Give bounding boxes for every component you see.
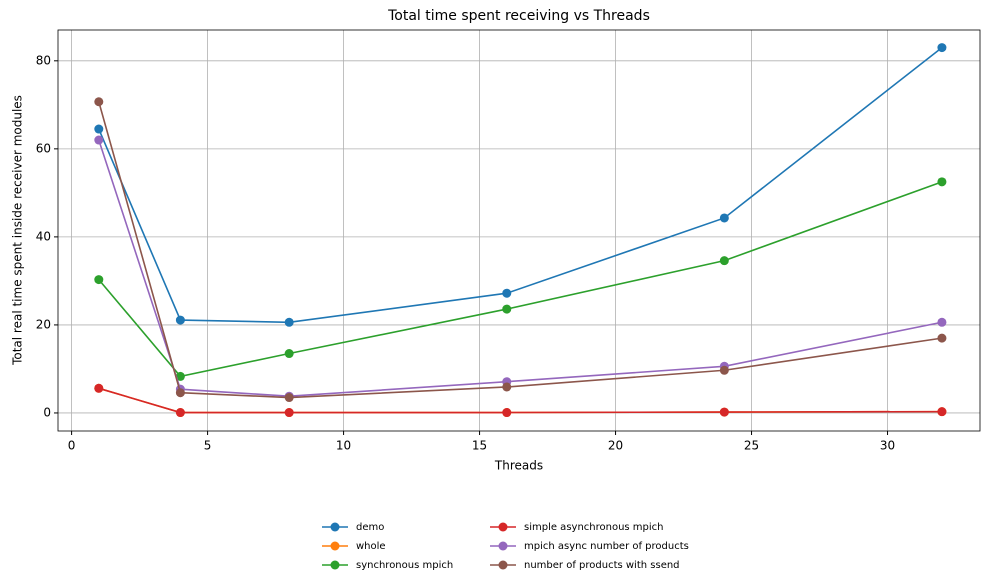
x-tick-label: 15 (472, 439, 487, 453)
series-line (98, 46, 943, 324)
data-point (94, 97, 104, 107)
data-point (937, 333, 947, 343)
plot-frame (57, 29, 981, 432)
legend-label: mpich async number of products (524, 541, 689, 552)
data-point (175, 371, 185, 381)
legend-label: simple asynchronous mpich (524, 522, 664, 533)
x-tick-label: 25 (744, 439, 759, 453)
data-point (502, 382, 512, 392)
legend-label: synchronous mpich (356, 560, 453, 571)
data-point (94, 135, 104, 145)
legend-marker (498, 541, 508, 551)
y-tick-label: 0 (43, 405, 51, 419)
chart-title: Total time spent receiving vs Threads (387, 8, 650, 24)
data-point (937, 317, 947, 327)
legend-label: whole (356, 541, 386, 552)
data-point (175, 315, 185, 325)
legend-marker (498, 522, 508, 532)
x-tick-label: 5 (204, 439, 212, 453)
data-point (719, 407, 729, 417)
data-point (502, 408, 512, 418)
data-point (719, 213, 729, 223)
data-point (175, 408, 185, 418)
legend-label: demo (356, 522, 384, 533)
x-tick-label: 10 (336, 439, 351, 453)
data-point (719, 365, 729, 375)
y-tick-label: 60 (36, 141, 51, 155)
legend-label: number of products with ssend (524, 560, 680, 571)
data-point (937, 407, 947, 417)
data-point (94, 275, 104, 285)
y-tick-label: 40 (36, 229, 51, 243)
x-tick-label: 30 (880, 439, 895, 453)
x-tick-label: 0 (68, 439, 76, 453)
legend-marker (330, 560, 340, 570)
series-line (98, 139, 943, 398)
legend-marker (330, 541, 340, 551)
data-point (502, 304, 512, 314)
y-axis-label: Total real time spent inside receiver mo… (11, 95, 25, 366)
data-point (175, 388, 185, 398)
x-axis-label: Threads (494, 459, 543, 473)
legend-marker (498, 560, 508, 570)
series-line (98, 181, 943, 378)
series-line (98, 387, 942, 414)
y-tick-label: 20 (36, 317, 51, 331)
data-point (719, 256, 729, 266)
series-line (98, 101, 943, 399)
y-tick-label: 80 (36, 53, 51, 67)
data-point (937, 177, 947, 187)
data-point (284, 393, 294, 403)
data-point (284, 349, 294, 359)
data-point (94, 124, 104, 134)
data-point (502, 288, 512, 298)
x-tick-label: 20 (608, 439, 623, 453)
data-point (284, 317, 294, 327)
data-point (284, 408, 294, 418)
data-point (94, 383, 104, 393)
legend-marker (330, 522, 340, 532)
data-point (937, 43, 947, 53)
